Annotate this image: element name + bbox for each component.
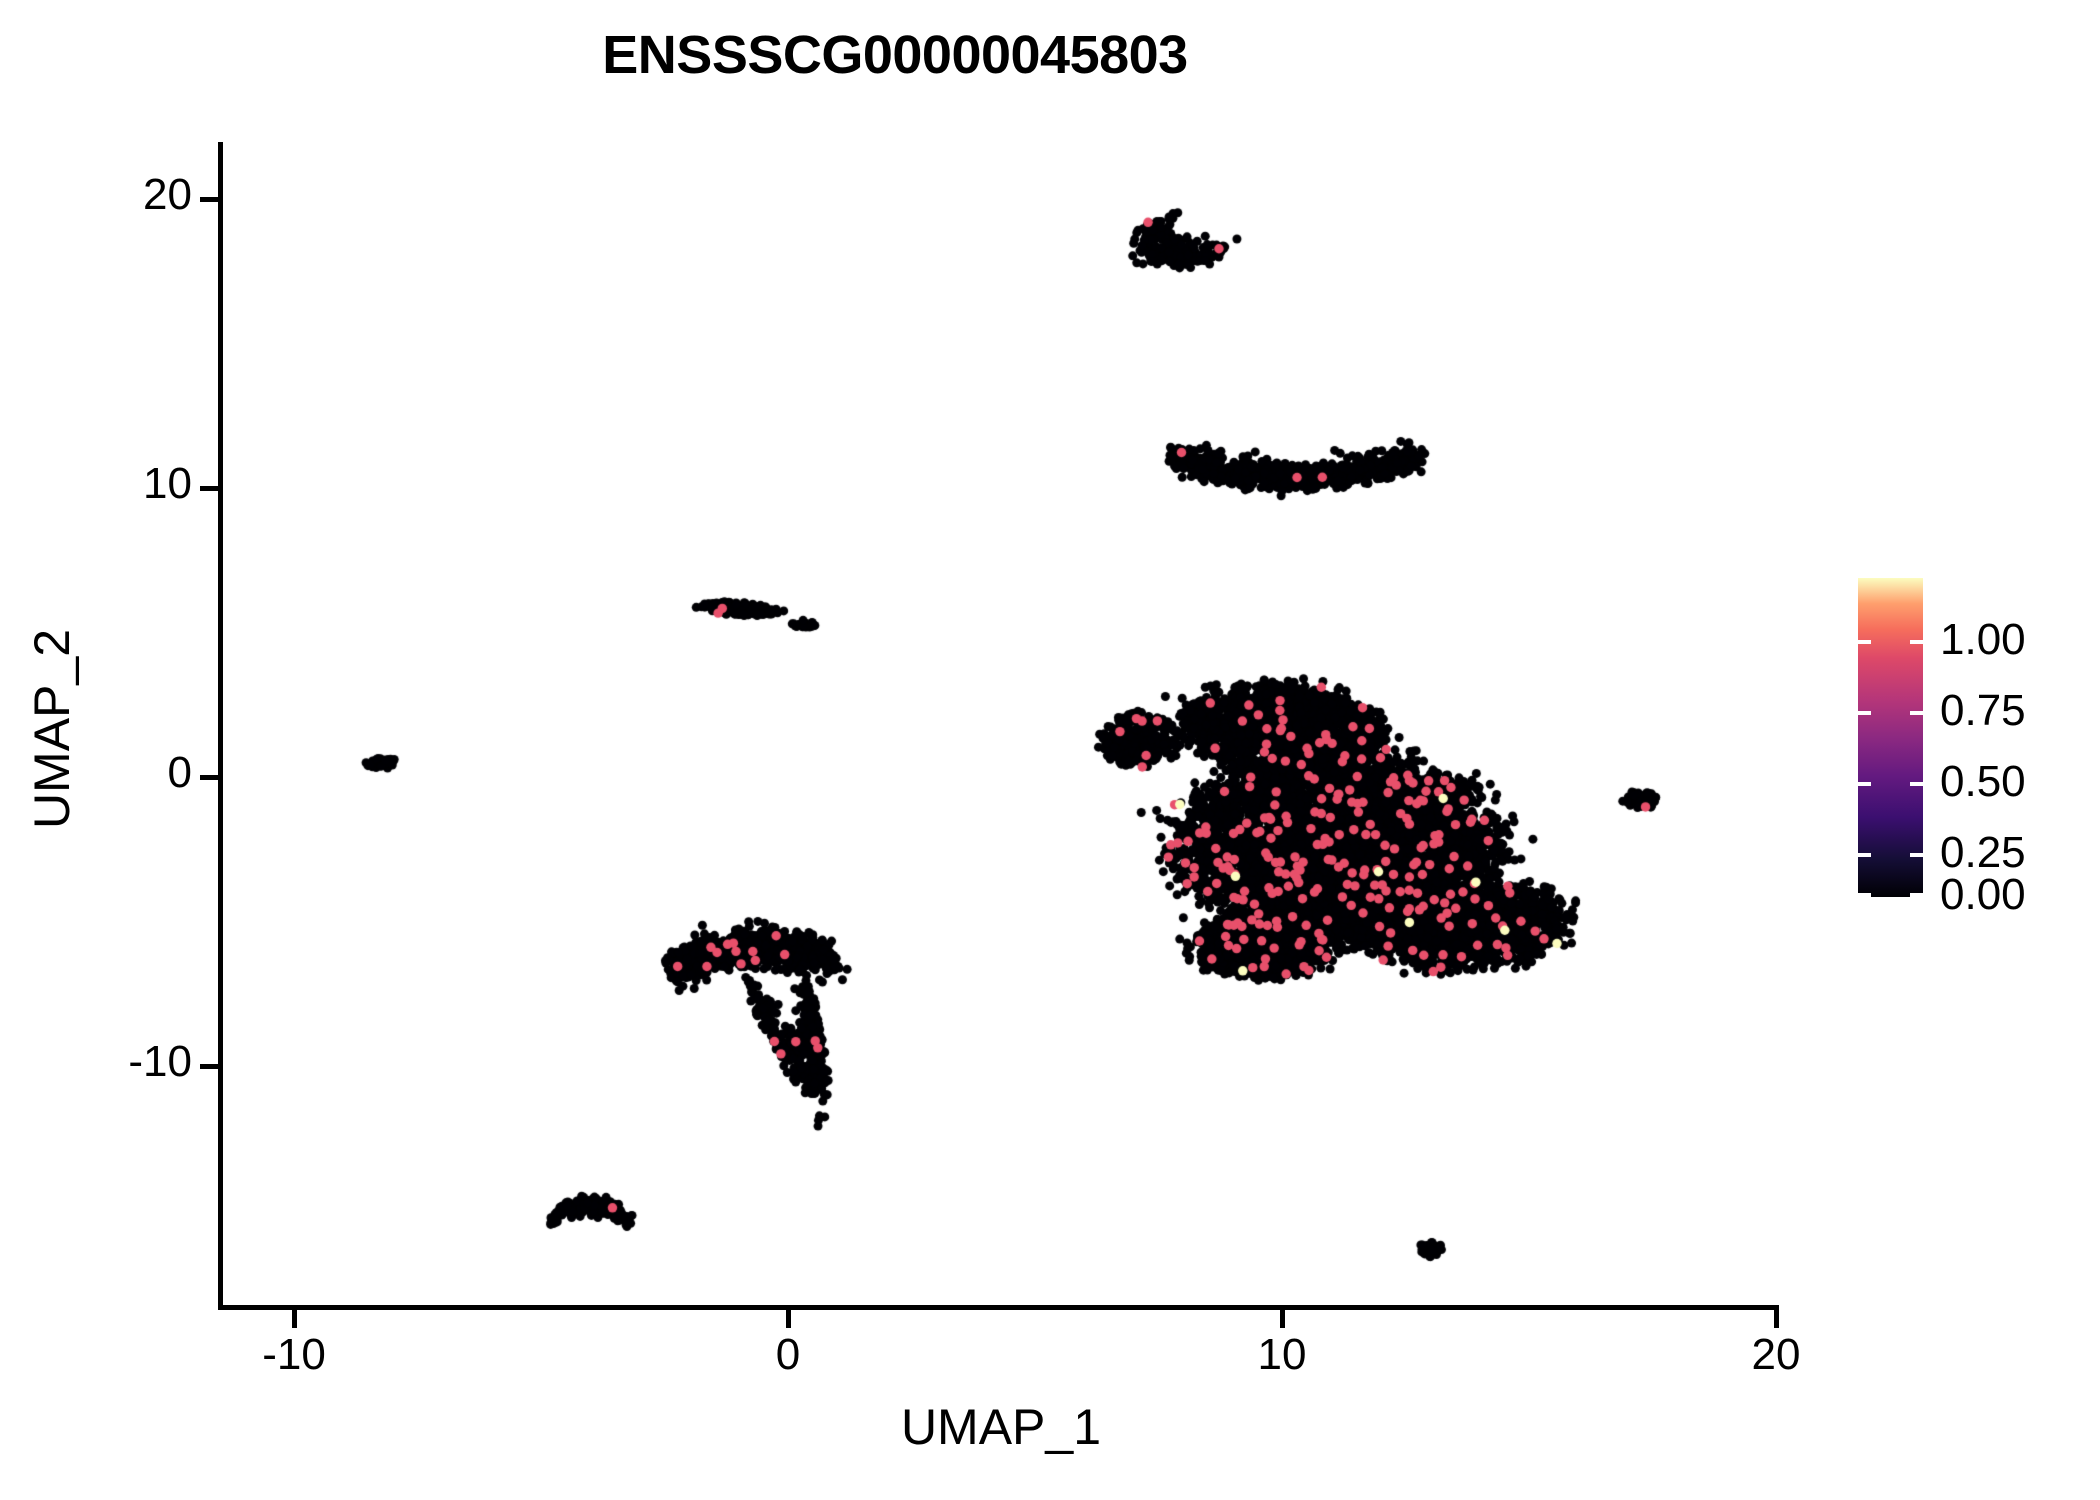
colorbar-tick-0.50-left: [1858, 782, 1871, 786]
colorbar-label-0.25: 0.25: [1940, 828, 2026, 877]
colorbar-tick-0.50-right: [1910, 782, 1923, 786]
x-axis-tick--10: [292, 1310, 297, 1328]
y-axis-tick--10: [200, 1064, 218, 1069]
x-axis-ticklabel-10: 10: [1257, 1330, 1307, 1379]
colorbar-tick-1.00-right: [1910, 640, 1923, 644]
y-axis-ticklabel-10: 10: [143, 459, 192, 508]
x-axis-ticklabel--10: -10: [262, 1330, 326, 1379]
y-axis-ticklabel-20: 20: [143, 170, 192, 219]
y-axis-line: [218, 142, 223, 1310]
page-title: ENSSSCG00000045803: [602, 25, 1188, 85]
colorbar-legend: 1.00 0.75 0.50 0.25 0.00: [1858, 578, 2088, 919]
colorbar-tick-0.00-left: [1858, 893, 1871, 897]
plot-panel: [223, 142, 1779, 1306]
colorbar-label-0.50: 0.50: [1940, 757, 2026, 806]
x-axis-tick-0: [786, 1310, 791, 1328]
colorbar-label-0.75: 0.75: [1940, 686, 2026, 735]
y-axis-ticklabel--10: -10: [128, 1037, 192, 1086]
colorbar-tick-0.25-left: [1858, 853, 1871, 857]
colorbar-tick-1.00-left: [1858, 640, 1871, 644]
x-axis-label: UMAP_1: [900, 1399, 1102, 1455]
y-axis-tick-0: [200, 775, 218, 780]
x-axis-tick-10: [1280, 1310, 1285, 1328]
y-axis-tick-20: [200, 197, 218, 202]
x-axis-line: [218, 1305, 1779, 1310]
colorbar-label-1.00: 1.00: [1940, 615, 2026, 664]
x-axis-tick-20: [1774, 1310, 1779, 1328]
y-axis-label: UMAP_2: [24, 628, 80, 830]
colorbar-tick-0.00-right: [1910, 893, 1923, 897]
x-axis-ticklabel-20: 20: [1751, 1330, 1801, 1379]
colorbar-gradient: [1858, 578, 1923, 897]
colorbar-tick-0.75-left: [1858, 711, 1871, 715]
y-axis-ticklabel-0: 0: [167, 748, 192, 797]
colorbar-tick-0.25-right: [1910, 853, 1923, 857]
x-axis-ticklabel-0: 0: [775, 1330, 801, 1379]
y-axis-tick-10: [200, 486, 218, 491]
scatter-plot-canvas: [223, 142, 1779, 1306]
colorbar-label-0.00: 0.00: [1940, 870, 2026, 919]
colorbar-tick-0.75-right: [1910, 711, 1923, 715]
